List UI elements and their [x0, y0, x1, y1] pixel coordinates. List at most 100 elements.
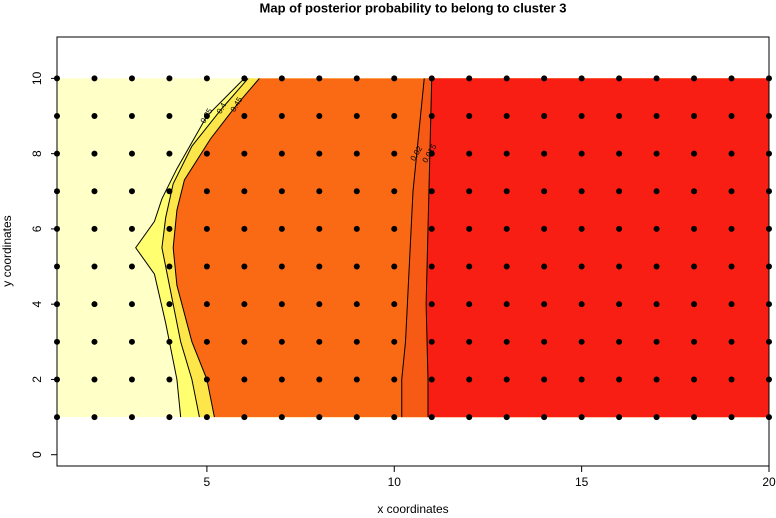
grid-point: [278, 376, 285, 383]
grid-point: [428, 301, 435, 308]
grid-point: [278, 225, 285, 232]
grid-point: [428, 376, 435, 383]
grid-point: [316, 225, 323, 232]
grid-point: [203, 376, 210, 383]
grid-point: [391, 75, 398, 82]
chart-title: Map of posterior probability to belong t…: [260, 0, 567, 15]
x-axis-label: x coordinates: [377, 502, 448, 516]
grid-point: [428, 414, 435, 421]
grid-point: [466, 150, 473, 157]
grid-point: [653, 414, 660, 421]
grid-point: [653, 188, 660, 195]
grid-point: [353, 75, 360, 82]
grid-point: [728, 113, 735, 120]
grid-point: [428, 263, 435, 270]
grid-point: [691, 188, 698, 195]
grid-point: [541, 75, 548, 82]
grid-point: [578, 301, 585, 308]
grid-point: [541, 225, 548, 232]
grid-point: [166, 188, 173, 195]
grid-point: [166, 150, 173, 157]
grid-point: [391, 414, 398, 421]
grid-point: [653, 75, 660, 82]
grid-point: [691, 376, 698, 383]
grid-point: [316, 113, 323, 120]
grid-point: [241, 301, 248, 308]
grid-point: [653, 113, 660, 120]
grid-point: [616, 301, 623, 308]
grid-point: [203, 188, 210, 195]
grid-point: [728, 301, 735, 308]
grid-point: [316, 376, 323, 383]
contour-region: [426, 78, 769, 418]
grid-point: [316, 188, 323, 195]
grid-point: [203, 263, 210, 270]
x-tick-label: 15: [575, 475, 589, 489]
grid-point: [541, 150, 548, 157]
grid-point: [241, 75, 248, 82]
grid-point: [353, 225, 360, 232]
grid-point: [91, 188, 98, 195]
grid-point: [91, 225, 98, 232]
grid-point: [541, 414, 548, 421]
x-tick-label: 10: [388, 475, 402, 489]
grid-point: [428, 188, 435, 195]
grid-point: [91, 75, 98, 82]
grid-point: [128, 414, 135, 421]
grid-point: [503, 113, 510, 120]
grid-point: [316, 301, 323, 308]
grid-point: [278, 188, 285, 195]
grid-point: [241, 225, 248, 232]
grid-point: [691, 225, 698, 232]
grid-point: [316, 75, 323, 82]
grid-point: [391, 113, 398, 120]
grid-point: [616, 75, 623, 82]
grid-point: [503, 225, 510, 232]
grid-point: [166, 414, 173, 421]
grid-point: [241, 338, 248, 345]
grid-point: [166, 225, 173, 232]
grid-point: [541, 113, 548, 120]
grid-point: [578, 75, 585, 82]
grid-point: [203, 150, 210, 157]
grid-point: [541, 188, 548, 195]
grid-point: [278, 414, 285, 421]
grid-point: [466, 301, 473, 308]
grid-point: [316, 338, 323, 345]
grid-point: [616, 225, 623, 232]
grid-point: [428, 225, 435, 232]
contour-line: [135, 78, 245, 418]
contour-line: [401, 78, 425, 418]
grid-point: [278, 75, 285, 82]
grid-point: [166, 338, 173, 345]
y-tick-label: 8: [30, 150, 44, 157]
grid-point: [241, 376, 248, 383]
grid-point: [203, 414, 210, 421]
grid-point: [466, 75, 473, 82]
grid-point: [353, 414, 360, 421]
grid-point: [691, 113, 698, 120]
grid-point: [241, 188, 248, 195]
y-tick-label: 0: [30, 451, 44, 458]
grid-point: [166, 75, 173, 82]
x-tick-label: 5: [204, 475, 211, 489]
grid-point: [391, 263, 398, 270]
grid-point: [691, 150, 698, 157]
grid-point: [391, 376, 398, 383]
grid-point: [353, 113, 360, 120]
grid-point: [728, 75, 735, 82]
grid-point: [503, 376, 510, 383]
grid-point: [503, 75, 510, 82]
y-tick-label: 6: [30, 225, 44, 232]
grid-point: [91, 338, 98, 345]
grid-point: [728, 225, 735, 232]
grid-point: [316, 150, 323, 157]
grid-point: [503, 338, 510, 345]
grid-point: [616, 188, 623, 195]
grid-point: [428, 338, 435, 345]
grid-point: [91, 301, 98, 308]
grid-point: [578, 113, 585, 120]
grid-point: [691, 75, 698, 82]
grid-point: [128, 150, 135, 157]
